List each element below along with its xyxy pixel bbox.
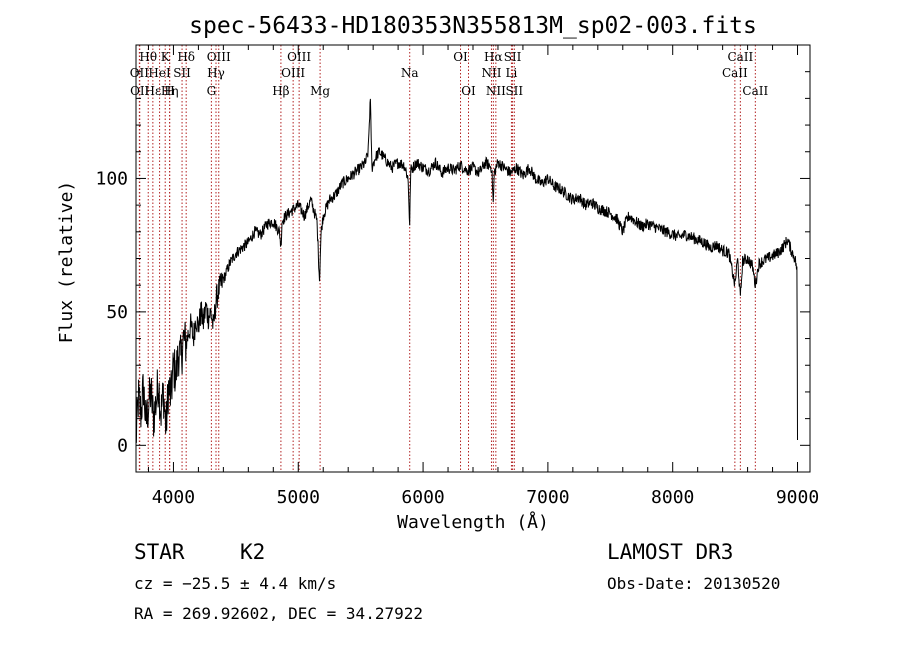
line-marker-labels: HθOIIOIIHεHeIKHηHSIIHδGHγOIIIHβOIIIOIIIM… [130,50,769,98]
line-marker-label-3: Hε [145,84,162,98]
x-tick-label-3: 7000 [526,487,569,508]
y-tick-label-0: 0 [117,435,128,456]
y-tick-label-2: 100 [95,168,128,189]
x-tick-label-5: 9000 [776,487,819,508]
line-marker-label-16: Mg [310,84,330,98]
chart-title: spec-56433-HD180353N355813M_sp02-003.fit… [189,13,757,39]
line-marker-label-25: SII [505,84,523,98]
line-marker-label-1: OII [130,66,150,80]
line-marker-label-15: OIII [287,50,311,64]
survey-label: LAMOST DR3 [607,540,733,564]
coordinates-text: RA = 269.92602, DEC = 34.27922 [134,604,423,623]
velocity-text: cz = −25.5 ± 4.4 km/s [134,574,336,593]
y-tick-label-1: 50 [106,302,128,323]
line-marker-label-7: H [164,84,174,98]
line-marker-label-26: CaII [722,66,748,80]
spectral-class: K2 [240,540,265,564]
plot-frame [135,44,811,473]
line-marker-label-6: Hη [161,84,179,98]
x-tick-label-1: 5000 [277,487,320,508]
x-tick-label-2: 6000 [401,487,444,508]
obs-date: Obs-Date: 20130520 [607,574,780,593]
line-marker-label-27: CaII [727,50,753,64]
x-axis-label: Wavelength (Å) [397,511,549,533]
line-marker-label-11: Hγ [207,66,225,80]
line-marker-label-21: Hα [484,50,503,64]
line-marker-label-12: OIII [207,50,231,64]
line-marker-label-14: OIII [281,66,305,80]
line-marker-label-20: NII [481,66,501,80]
x-tick-label-0: 4000 [152,487,195,508]
line-marker-label-13: Hβ [272,84,289,98]
spectrum-line [135,98,798,443]
line-marker-label-28: CaII [742,84,768,98]
axis-ticks: 4000 5000 6000 7000 8000 9000 0 50 100 [95,44,819,508]
line-marker-label-5: K [161,50,171,64]
line-marker-label-8: SII [173,66,191,80]
line-marker-label-4: HeI [148,66,171,80]
line-marker-label-17: Na [401,66,419,80]
line-marker-label-2: OII [130,84,150,98]
line-marker-label-24: Li [506,66,518,80]
line-marker-label-18: OI [453,50,468,64]
line-marker-label-23: SII [504,50,522,64]
line-marker-label-9: Hδ [177,50,195,64]
line-marker-label-22: NII [486,84,506,98]
line-marker-label-0: Hθ [139,50,157,64]
star-label: STAR [134,540,185,564]
line-marker-label-19: OI [461,84,476,98]
line-marker-label-10: G [207,84,217,98]
y-axis-label: Flux (relative) [56,181,77,344]
x-tick-label-4: 8000 [651,487,694,508]
